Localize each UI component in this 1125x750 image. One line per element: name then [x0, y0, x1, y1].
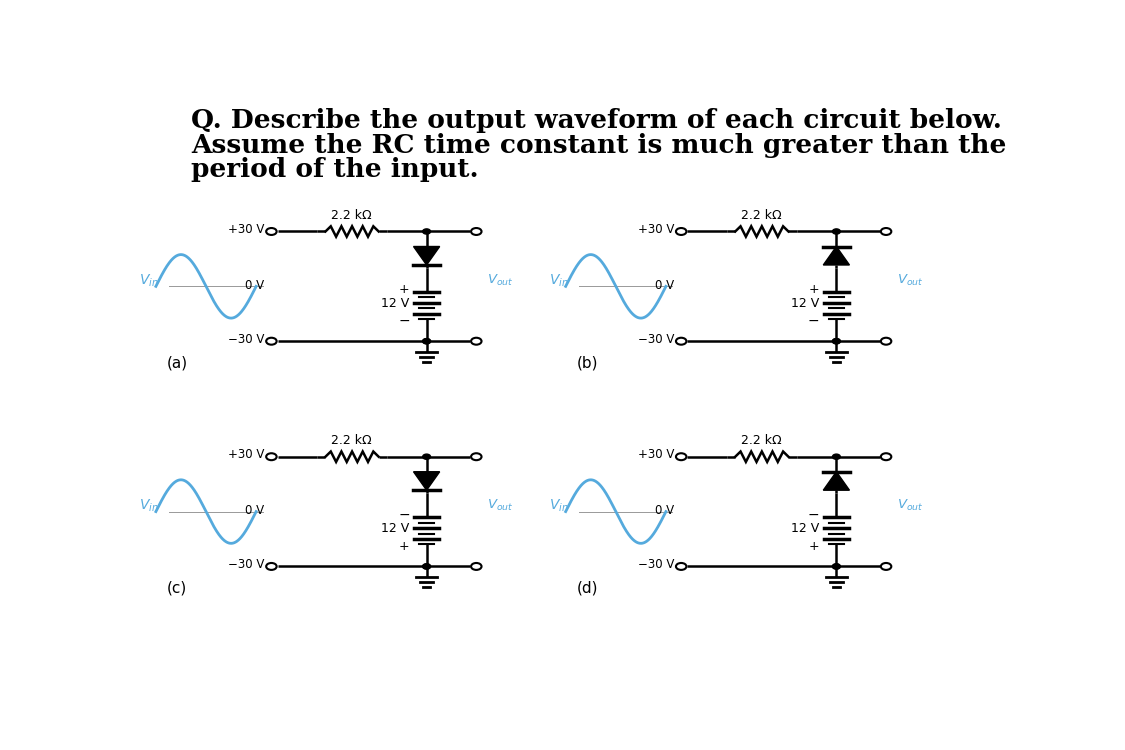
Text: $V_{out}$: $V_{out}$ — [897, 498, 924, 513]
Circle shape — [267, 453, 277, 460]
Polygon shape — [824, 472, 849, 490]
Text: 2.2 kΩ: 2.2 kΩ — [331, 434, 372, 448]
Text: +: + — [809, 283, 819, 296]
Text: +30 V: +30 V — [638, 448, 674, 461]
Text: −30 V: −30 V — [228, 333, 264, 346]
Circle shape — [267, 338, 277, 345]
Text: +: + — [809, 540, 819, 553]
Circle shape — [676, 453, 686, 460]
Circle shape — [267, 563, 277, 570]
Text: (c): (c) — [166, 580, 187, 596]
Text: $V_{in}$: $V_{in}$ — [140, 497, 160, 514]
Circle shape — [423, 454, 431, 459]
Circle shape — [471, 563, 482, 570]
Circle shape — [881, 338, 891, 345]
Text: Q. Describe the output waveform of each circuit below.: Q. Describe the output waveform of each … — [191, 109, 1002, 134]
Text: −: − — [398, 508, 410, 521]
Text: 0 V: 0 V — [245, 279, 264, 292]
Text: $V_{in}$: $V_{in}$ — [549, 272, 569, 289]
Text: 2.2 kΩ: 2.2 kΩ — [741, 209, 782, 222]
Text: 0 V: 0 V — [245, 504, 264, 517]
Circle shape — [832, 338, 840, 344]
Circle shape — [832, 454, 840, 459]
Circle shape — [471, 453, 482, 460]
Text: +: + — [398, 283, 410, 296]
Text: $V_{out}$: $V_{out}$ — [487, 498, 513, 513]
Circle shape — [881, 563, 891, 570]
Text: 12 V: 12 V — [791, 296, 819, 310]
Circle shape — [832, 229, 840, 234]
Text: 12 V: 12 V — [381, 522, 409, 535]
Circle shape — [676, 338, 686, 345]
Text: −: − — [808, 314, 819, 328]
Text: period of the input.: period of the input. — [191, 157, 479, 182]
Text: (b): (b) — [577, 356, 598, 370]
Text: −: − — [808, 508, 819, 521]
Text: 12 V: 12 V — [791, 522, 819, 535]
Circle shape — [881, 228, 891, 235]
Text: −: − — [398, 314, 410, 328]
Circle shape — [471, 338, 482, 345]
Text: 2.2 kΩ: 2.2 kΩ — [331, 209, 372, 222]
Text: 0 V: 0 V — [655, 279, 674, 292]
Polygon shape — [824, 247, 849, 265]
Text: (a): (a) — [166, 356, 188, 370]
Circle shape — [676, 228, 686, 235]
Circle shape — [832, 564, 840, 569]
Text: $V_{out}$: $V_{out}$ — [897, 273, 924, 288]
Polygon shape — [414, 472, 440, 490]
Circle shape — [267, 228, 277, 235]
Circle shape — [471, 228, 482, 235]
Text: 12 V: 12 V — [381, 296, 409, 310]
Circle shape — [423, 564, 431, 569]
Circle shape — [832, 338, 840, 344]
Text: 0 V: 0 V — [655, 504, 674, 517]
Circle shape — [832, 564, 840, 569]
Text: 2.2 kΩ: 2.2 kΩ — [741, 434, 782, 448]
Text: −30 V: −30 V — [638, 333, 674, 346]
Text: −30 V: −30 V — [638, 558, 674, 572]
Text: $V_{in}$: $V_{in}$ — [549, 497, 569, 514]
Text: $V_{out}$: $V_{out}$ — [487, 273, 513, 288]
Circle shape — [423, 338, 431, 344]
Text: +30 V: +30 V — [228, 448, 264, 461]
Circle shape — [423, 338, 431, 344]
Text: +30 V: +30 V — [228, 224, 264, 236]
Text: +: + — [398, 540, 410, 553]
Circle shape — [423, 564, 431, 569]
Text: Assume the RC time constant is much greater than the: Assume the RC time constant is much grea… — [191, 133, 1007, 158]
Circle shape — [423, 229, 431, 234]
Polygon shape — [414, 247, 440, 265]
Text: +30 V: +30 V — [638, 224, 674, 236]
Text: (d): (d) — [577, 580, 598, 596]
Circle shape — [881, 453, 891, 460]
Text: $V_{in}$: $V_{in}$ — [140, 272, 160, 289]
Circle shape — [676, 563, 686, 570]
Text: −30 V: −30 V — [228, 558, 264, 572]
